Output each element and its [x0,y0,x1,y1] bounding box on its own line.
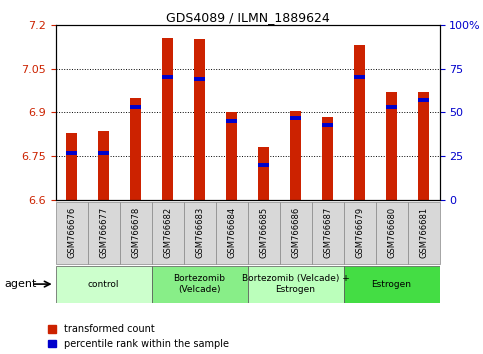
Bar [290,111,301,116]
Bar [322,123,333,127]
Text: GSM766678: GSM766678 [131,207,140,258]
Bar [312,202,343,264]
Bar [290,116,301,120]
Title: GDS4089 / ILMN_1889624: GDS4089 / ILMN_1889624 [166,11,329,24]
Text: agent: agent [5,279,37,289]
Text: GSM766686: GSM766686 [291,207,300,258]
Text: Bortezomib
(Velcade): Bortezomib (Velcade) [173,274,226,294]
Bar [248,266,343,303]
Text: control: control [88,280,119,289]
Bar [280,202,312,264]
Bar [226,113,237,119]
Bar [418,102,429,200]
Text: GSM766684: GSM766684 [227,207,236,258]
Text: GSM766683: GSM766683 [195,207,204,258]
Bar [98,131,109,151]
Bar [120,202,152,264]
Bar [152,266,248,303]
Bar [162,79,173,200]
Bar [248,202,280,264]
Text: GSM766682: GSM766682 [163,207,172,258]
Bar [215,202,248,264]
Bar [418,92,429,98]
Text: GSM766679: GSM766679 [355,207,364,258]
Bar [56,266,152,303]
Bar [98,151,109,155]
Bar [130,105,141,109]
Bar [66,155,77,200]
Text: GSM766681: GSM766681 [419,207,428,258]
Bar [343,266,440,303]
Text: GSM766677: GSM766677 [99,207,108,258]
Bar [354,79,365,200]
Bar [258,147,269,163]
Bar [66,151,77,155]
Bar [194,81,205,200]
Bar [386,109,397,200]
Bar [408,202,440,264]
Bar [322,117,333,123]
Bar [386,105,397,109]
Bar [162,38,173,75]
Bar [290,120,301,200]
Bar [194,77,205,81]
Bar [322,127,333,200]
Bar [152,202,184,264]
Text: Estrogen: Estrogen [371,280,412,289]
Bar [376,202,408,264]
Bar [66,133,77,151]
Bar [98,155,109,200]
Bar [258,163,269,167]
Bar [130,98,141,105]
Bar [226,123,237,200]
Text: GSM766680: GSM766680 [387,207,396,258]
Legend: transformed count, percentile rank within the sample: transformed count, percentile rank withi… [48,324,229,349]
Bar [343,202,376,264]
Text: GSM766685: GSM766685 [259,207,268,258]
Bar [162,75,173,79]
Bar [418,98,429,102]
Bar [386,92,397,105]
Text: GSM766687: GSM766687 [323,207,332,258]
Bar [258,167,269,200]
Bar [354,45,365,75]
Bar [184,202,215,264]
Bar [87,202,120,264]
Text: GSM766676: GSM766676 [67,207,76,258]
Bar [226,119,237,123]
Text: Bortezomib (Velcade) +
Estrogen: Bortezomib (Velcade) + Estrogen [242,274,349,294]
Bar [194,39,205,77]
Bar [354,75,365,79]
Bar [56,202,87,264]
Bar [130,109,141,200]
